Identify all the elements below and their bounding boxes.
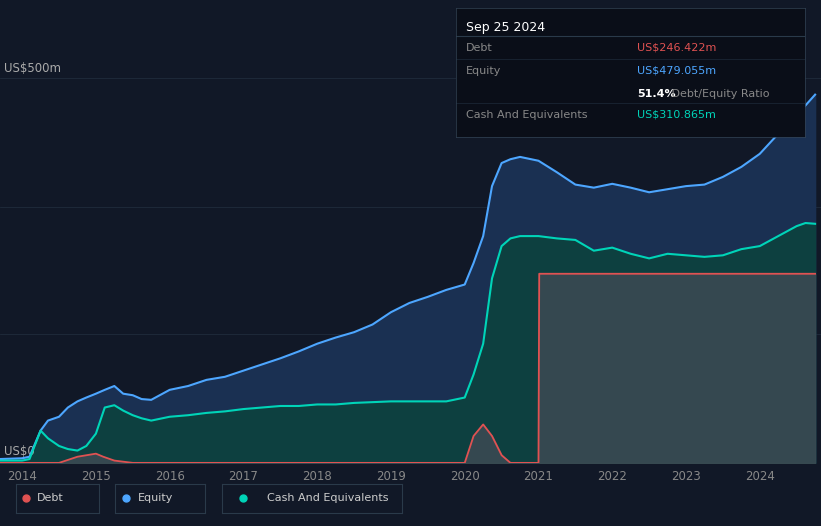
Text: US$310.865m: US$310.865m (637, 110, 716, 120)
Text: Debt: Debt (466, 43, 493, 53)
Text: Equity: Equity (138, 493, 173, 503)
Text: Cash And Equivalents: Cash And Equivalents (267, 493, 388, 503)
Text: Debt/Equity Ratio: Debt/Equity Ratio (668, 89, 770, 99)
Text: Debt: Debt (37, 493, 64, 503)
Text: 51.4%: 51.4% (637, 89, 676, 99)
Text: US$479.055m: US$479.055m (637, 66, 716, 76)
Text: US$246.422m: US$246.422m (637, 43, 717, 53)
Text: Equity: Equity (466, 66, 502, 76)
Text: US$500m: US$500m (3, 62, 61, 75)
Text: US$0: US$0 (3, 446, 34, 458)
Text: Sep 25 2024: Sep 25 2024 (466, 21, 545, 34)
Text: Cash And Equivalents: Cash And Equivalents (466, 110, 588, 120)
